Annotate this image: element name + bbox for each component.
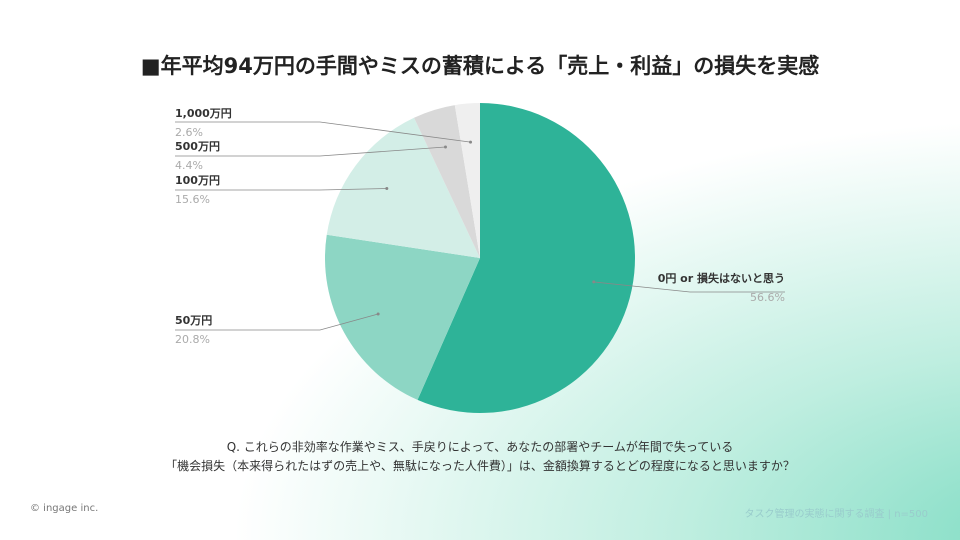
leader-line xyxy=(175,313,379,331)
question-line-2: 「機会損失（本来得られたはずの売上や、無駄になった人件費）」は、金額換算するとど… xyxy=(165,459,795,473)
pie-slice xyxy=(454,103,480,258)
slice-label: 0円 or 損失はないと思う xyxy=(658,271,785,285)
slice-label: 100万円 xyxy=(175,174,220,187)
leader-dot xyxy=(592,280,596,284)
question-line-1: Q. これらの非効率な作業やミス、手戻りによって、あなたの部署やチームが年間で失… xyxy=(226,440,734,454)
slice-percent: 4.4% xyxy=(175,159,203,172)
copyright: © ingage inc. xyxy=(30,503,99,514)
leader-line xyxy=(175,146,446,157)
leader-dot xyxy=(385,186,389,190)
pie-slice xyxy=(326,117,480,259)
leader-dot xyxy=(469,140,473,144)
slice-percent: 56.6% xyxy=(750,291,785,304)
slice-label: 500万円 xyxy=(175,140,220,153)
slice-percent: 2.6% xyxy=(175,126,203,139)
source-note: タスク管理の実態に関する調査 | n=500 xyxy=(744,509,928,520)
slice-label: 1,000万円 xyxy=(175,107,232,120)
pie-slice xyxy=(414,105,480,258)
slice-label: 50万円 xyxy=(175,314,212,327)
leader-dot xyxy=(443,145,447,149)
survey-question: Q. これらの非効率な作業やミス、手戻りによって、あなたの部署やチームが年間で失… xyxy=(0,438,960,476)
leader-line xyxy=(593,281,785,293)
chart-title: ■年平均94万円の手間やミスの蓄積による「売上・利益」の損失を実感 xyxy=(140,54,820,78)
pie-slice xyxy=(324,234,480,400)
slice-percent: 15.6% xyxy=(175,193,210,206)
slice-percent: 20.8% xyxy=(175,333,210,346)
leader-line xyxy=(175,121,471,143)
pie-slice xyxy=(417,103,635,413)
leader-line xyxy=(175,188,387,191)
leader-dot xyxy=(376,312,380,316)
